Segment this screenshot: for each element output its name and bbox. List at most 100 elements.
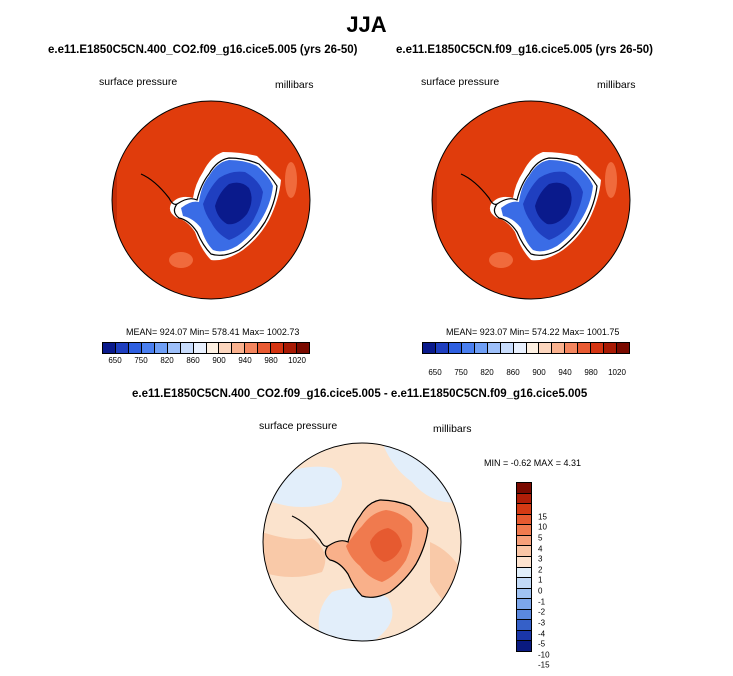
colorbar-swatch	[604, 343, 618, 353]
colorbar-swatch	[517, 525, 531, 536]
colorbar-tick-label: 860	[186, 356, 200, 365]
colorbar-tick-label: 980	[584, 368, 598, 377]
panel-1-left-label: surface pressure	[99, 76, 178, 88]
colorbar-swatch	[517, 556, 531, 568]
colorbar-swatch	[517, 609, 531, 621]
colorbar-tick-label: 4	[538, 544, 543, 553]
panel-3-negative-patch	[263, 466, 342, 507]
colorbar-swatch	[245, 343, 259, 353]
colorbar-tick-label: -2	[538, 607, 546, 617]
panel-1-ice-sheet-core	[215, 182, 252, 225]
colorbar-swatch	[154, 343, 168, 353]
panel-1-map-boundary	[111, 100, 311, 300]
colorbar-swatch	[517, 630, 531, 642]
colorbar-swatch	[103, 343, 116, 353]
colorbar-tick-label: 900	[212, 356, 226, 365]
panel-3-colorbar-ticks: 15 10 5 4 3 2 1 0 -1 -2 -3 -4 -5 -10 -15	[538, 506, 568, 676]
colorbar-swatch	[517, 641, 531, 651]
panel-1-coastline	[173, 157, 278, 256]
colorbar-swatch	[448, 343, 462, 353]
panel-2-coastline	[493, 157, 598, 256]
panel-3-stats: MIN = -0.62 MAX = 4.31	[484, 458, 582, 468]
colorbar-tick-label: 5	[538, 533, 543, 543]
panel-3-negative-patch	[318, 588, 393, 641]
colorbar-tick-label: 980	[264, 356, 278, 365]
panel-3-title: e.e11.E1850C5CN.400_CO2.f09_g16.cice5.00…	[132, 388, 588, 400]
colorbar-swatch	[167, 343, 181, 353]
colorbar-swatch	[526, 343, 540, 353]
panel-2-ice-sheet-core	[535, 182, 572, 225]
panel-2-light-patch	[489, 252, 513, 268]
colorbar-swatch	[128, 343, 142, 353]
colorbar-swatch	[435, 343, 449, 353]
colorbar-swatch	[461, 343, 475, 353]
panel-1-title: e.e11.E1850C5CN.400_CO2.f09_g16.cice5.00…	[48, 44, 358, 56]
colorbar-swatch	[271, 343, 285, 353]
colorbar-swatch	[297, 343, 309, 353]
panel-3-peninsula-outline	[291, 515, 329, 547]
colorbar-swatch	[617, 343, 629, 353]
panel-1-map	[111, 100, 311, 300]
panel-3-left-label: surface pressure	[259, 420, 338, 432]
colorbar-swatch	[258, 343, 272, 353]
colorbar-tick-label: 1020	[608, 368, 626, 377]
panel-2-left-label: surface pressure	[421, 76, 500, 88]
colorbar-swatch	[539, 343, 553, 353]
colorbar-tick-label: 10	[538, 522, 547, 532]
colorbar-tick-label: 940	[238, 356, 252, 365]
colorbar-tick-label: 940	[558, 368, 572, 377]
panel-3-map	[262, 442, 462, 642]
colorbar-swatch	[487, 343, 501, 353]
colorbar-tick-label: -10	[538, 650, 550, 660]
colorbar-swatch	[517, 578, 531, 589]
panel-2-right-label: millibars	[597, 79, 636, 91]
panel-3-positive-patch	[263, 532, 326, 577]
colorbar-tick-label: 2	[538, 565, 543, 575]
panel-1-right-label: millibars	[275, 79, 314, 91]
colorbar-swatch	[517, 493, 531, 505]
colorbar-swatch	[423, 343, 436, 353]
colorbar-tick-label: 15	[538, 512, 547, 522]
page-title: JJA	[346, 12, 387, 37]
colorbar-tick-label: -15	[538, 660, 550, 670]
colorbar-swatch	[500, 343, 514, 353]
colorbar-tick-label: 650	[108, 356, 122, 365]
colorbar-swatch	[517, 514, 531, 526]
colorbar-tick-label: -4	[538, 629, 546, 638]
colorbar-swatch	[513, 343, 527, 353]
colorbar-swatch	[193, 343, 207, 353]
panel-1-colorbar	[102, 342, 310, 354]
panel-3-map-boundary	[262, 442, 462, 642]
colorbar-tick-label: 1020	[288, 356, 306, 365]
panel-2-colorbar-ticks: 650 750 820 860 900 940 980 1020	[422, 367, 630, 379]
colorbar-swatch	[517, 504, 531, 515]
panel-2-map	[431, 100, 631, 300]
panel-3-colorbar	[516, 482, 532, 652]
colorbar-tick-label: 650	[428, 368, 442, 377]
colorbar-tick-label: -5	[538, 639, 546, 649]
colorbar-swatch	[141, 343, 155, 353]
colorbar-tick-label: 750	[454, 368, 468, 377]
colorbar-swatch	[517, 483, 531, 494]
panel-2-map-boundary	[431, 100, 631, 300]
colorbar-swatch	[517, 567, 531, 579]
colorbar-swatch	[219, 343, 233, 353]
panel-2-light-patch	[605, 162, 617, 198]
panel-2-colorbar	[422, 342, 630, 354]
colorbar-tick-label: 3	[538, 554, 543, 564]
colorbar-swatch	[565, 343, 579, 353]
colorbar-tick-label: 860	[506, 368, 520, 377]
colorbar-tick-label: 0	[538, 586, 543, 596]
colorbar-swatch	[284, 343, 298, 353]
colorbar-swatch	[517, 546, 531, 557]
colorbar-tick-label: -3	[538, 618, 546, 628]
colorbar-swatch	[517, 599, 531, 610]
colorbar-swatch	[517, 588, 531, 600]
panel-1-light-patch	[285, 162, 297, 198]
panel-2-stats: MEAN= 923.07 Min= 574.22 Max= 1001.75	[446, 327, 620, 337]
panel-2-peninsula-outline	[460, 173, 498, 205]
colorbar-swatch	[517, 620, 531, 631]
colorbar-swatch	[180, 343, 194, 353]
colorbar-swatch	[578, 343, 592, 353]
colorbar-swatch	[517, 535, 531, 547]
